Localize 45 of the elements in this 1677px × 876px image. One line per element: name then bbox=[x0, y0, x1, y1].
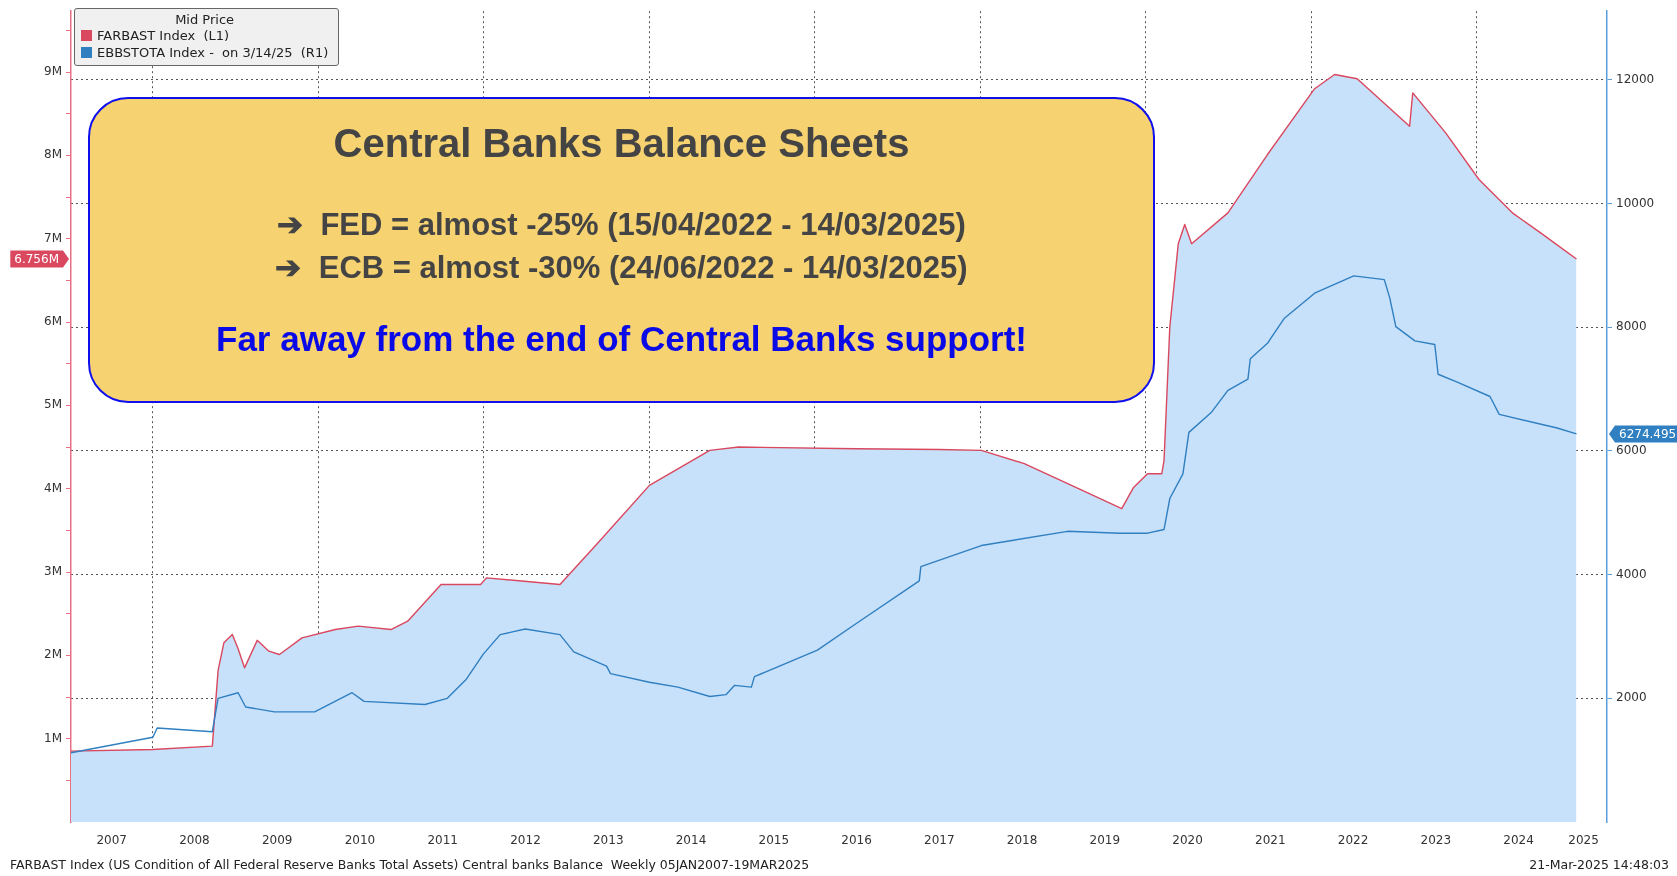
x-tick-label: 2010 bbox=[344, 833, 376, 848]
x-tick-label: 2016 bbox=[841, 833, 872, 848]
x-tick-label: 2008 bbox=[179, 833, 210, 848]
y2-tick-label: 6000 bbox=[1616, 443, 1647, 458]
y-tick-label: 2M bbox=[44, 647, 62, 662]
text: 21-Mar-2025 14:48:03 bbox=[1529, 857, 1669, 872]
annotation: ➔ ECB = almost -30% (24/06/2022 - 14/03/2025) bbox=[274, 249, 969, 286]
y-tick-label: 6M bbox=[44, 314, 62, 329]
x-tick-label: 2009 bbox=[261, 833, 293, 848]
x-tick-label: 2013 bbox=[592, 833, 624, 848]
x-tick-label: 2014 bbox=[675, 833, 707, 848]
y2-tick-label: 4000 bbox=[1616, 566, 1647, 581]
x-tick-label: 2022 bbox=[1337, 833, 1369, 848]
x-tick-label: 2018 bbox=[1006, 833, 1038, 848]
y-tick-label: 5M bbox=[44, 397, 62, 412]
y-tick-label: 7M bbox=[44, 230, 62, 245]
y-tick-label: 1M bbox=[44, 730, 62, 745]
y2-tick-label: 8000 bbox=[1616, 319, 1647, 334]
legend-title: Mid Price bbox=[174, 12, 236, 27]
x-tick-label: 2019 bbox=[1089, 833, 1121, 848]
text: 6.756M bbox=[14, 252, 59, 267]
callout-box: Central Banks Balance Sheets ➔ FED = almost -25% (15/04/2022 - 14/03/2025) ➔ ECB = almost -30% (24/06/2022 - 14/03/2025) Far away from the end of Central Banks support! bbox=[88, 97, 1155, 403]
text: FARBAST Index (US Condition of All Federal Reserve Banks Total Assets) Central banks Balance Weekly 05JAN2007-19MAR2025 bbox=[10, 857, 810, 872]
legend-label: FARBAST Index (L1) bbox=[97, 27, 230, 44]
text: 6274.495 bbox=[1619, 427, 1677, 442]
y-tick-label: 4M bbox=[44, 480, 62, 495]
x-tick-label: 2007 bbox=[96, 833, 127, 848]
x-tick-label: 2012 bbox=[510, 833, 541, 848]
x-tick-label: 2011 bbox=[427, 833, 458, 848]
y2-tick-label: 10000 bbox=[1616, 195, 1655, 210]
y-tick-label: 3M bbox=[44, 564, 62, 579]
x-tick-label: 2020 bbox=[1172, 833, 1203, 848]
legend-label: EBBSTOTA Index - on 3/14/25 (R1) bbox=[97, 44, 329, 61]
x-tick-label: 2024 bbox=[1503, 833, 1534, 848]
y2-tick-label: 12000 bbox=[1616, 71, 1655, 86]
x-tick-label: 2023 bbox=[1420, 833, 1452, 848]
x-tick-label: 2017 bbox=[924, 833, 955, 848]
x-tick-label: 2025 bbox=[1568, 833, 1599, 848]
x-tick-label: 2021 bbox=[1255, 833, 1286, 848]
y-tick-label: 9M bbox=[44, 64, 62, 79]
x-tick-label: 2015 bbox=[758, 833, 790, 848]
y-tick-label: 8M bbox=[44, 147, 62, 162]
annotation: ➔ FED = almost -25% (15/04/2022 - 14/03/2025) bbox=[276, 206, 967, 243]
annotation: Far away from the end of Central Banks support! bbox=[215, 319, 1028, 359]
y2-tick-label: 2000 bbox=[1616, 690, 1647, 705]
